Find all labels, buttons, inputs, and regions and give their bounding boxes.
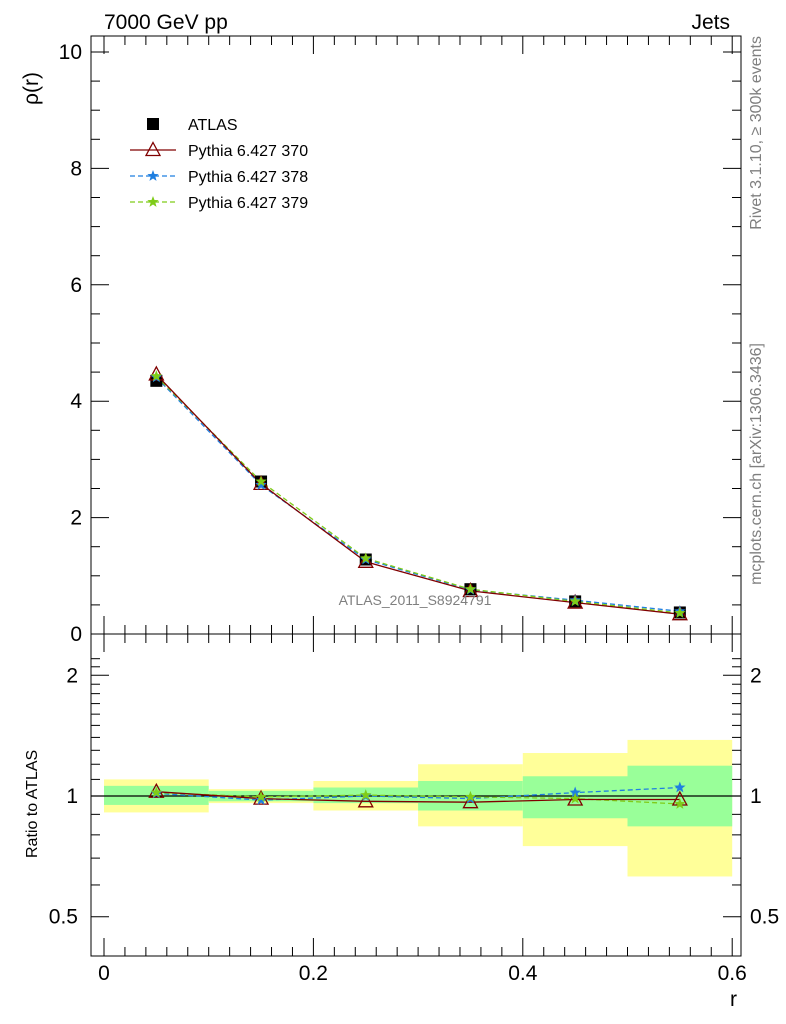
ratio-point-py379 (255, 790, 267, 802)
main-line-py370 (155, 373, 680, 615)
legend-label-atlas: ATLAS (188, 117, 238, 134)
ratio-xtick-label: 0.4 (508, 962, 538, 985)
main-point-py379 (674, 607, 686, 618)
main-point-py379 (150, 370, 163, 382)
ratio-xtick-label: 0.2 (299, 962, 328, 985)
main-point-py379 (569, 595, 581, 607)
ratio-axis-ticks: 0.5 0.5 1 1 2 2 0 0.2 0.4 0.6 (49, 634, 779, 985)
legend-label-py378: Pythia 6.427 378 (188, 169, 308, 186)
main-ytick-label: 4 (70, 390, 82, 413)
ratio-ytick-label-right: 1 (750, 785, 762, 808)
side-label-bottom: mcplots.cern.ch [arXiv:1306.3436] (748, 343, 765, 585)
header-left: 7000 GeV pp (104, 11, 228, 34)
ratio-point-py378 (569, 786, 581, 798)
ratio-line-py370 (156, 791, 680, 803)
ratio-xlabel: r (730, 988, 737, 1011)
legend-label-py370: Pythia 6.427 370 (188, 143, 308, 160)
ratio-line-py378 (156, 786, 680, 801)
ratio-panel: 0.5 0.5 1 1 2 2 0 0.2 0.4 0.6 (49, 633, 779, 985)
main-ytick-label: 10 (59, 41, 82, 64)
main-ytick-label: 6 (70, 274, 82, 297)
ratio-ylabel: Ratio to ATLAS (24, 750, 41, 858)
ratio-ytick-label: 1 (66, 785, 78, 808)
ratio-ytick-label-right: 2 (750, 664, 762, 687)
ratio-ytick-label: 0.5 (49, 906, 78, 929)
ratio-point-py379 (464, 790, 477, 802)
main-axis-ticks: 0 2 4 6 8 10 (59, 36, 741, 646)
ratio-point-py370 (252, 789, 270, 805)
main-point-atlas (150, 374, 163, 387)
legend: ATLAS Pythia 6.427 370 Pythia 6.427 378 Pyt… (130, 117, 308, 212)
main-point-py379 (360, 552, 372, 564)
ratio-point-py378 (674, 781, 686, 793)
main-point-py370 (252, 474, 270, 490)
main-line-py379 (155, 375, 680, 614)
side-label-top: Rivet 3.1.10, ≥ 300k events (748, 36, 765, 230)
legend-marker-atlas (147, 118, 159, 130)
main-ylabel: ρ(r) (20, 72, 43, 105)
main-marks (148, 365, 688, 621)
main-ytick-label: 0 (70, 623, 82, 646)
ratio-point-py379 (360, 789, 372, 800)
main-point-py379 (464, 583, 477, 595)
watermark: ATLAS_2011_S8924791 (339, 592, 492, 608)
legend-marker-py370 (144, 141, 162, 157)
ratio-ytick-label-right: 0.5 (750, 906, 779, 929)
main-panel: 0 2 4 6 8 10 ATLAS_2011_S8924791 ATLAS Pythia … (59, 35, 742, 646)
legend-marker-py379 (147, 196, 159, 207)
ratio-point-py379 (569, 792, 581, 804)
ratio-frame (90, 633, 742, 957)
main-point-py379 (255, 475, 267, 487)
ratio-point-py370 (357, 792, 374, 808)
main-point-py370 (462, 582, 479, 598)
main-ytick-label: 2 (70, 507, 82, 530)
main-ytick-label: 8 (70, 157, 82, 180)
main-point-py370 (357, 552, 374, 568)
ratio-uncertainty-bands (91, 739, 741, 877)
ratio-point-py378 (255, 794, 267, 805)
legend-marker-py378 (147, 170, 159, 181)
ratio-point-py379 (674, 798, 686, 809)
ratio-point-py379 (150, 786, 163, 798)
main-point-py370 (148, 365, 165, 381)
ratio-ytick-label: 2 (66, 664, 78, 687)
main-point-py370 (671, 605, 688, 621)
ratio-point-py370 (462, 793, 479, 809)
main-point-py370 (567, 593, 584, 609)
ratio-marks (148, 781, 688, 809)
main-point-py378 (255, 479, 267, 490)
ratio-xtick-label: 0 (98, 962, 110, 985)
header-right: Jets (691, 11, 730, 34)
legend-label-py379: Pythia 6.427 379 (188, 195, 308, 212)
ratio-xtick-label: 0.6 (718, 962, 747, 985)
